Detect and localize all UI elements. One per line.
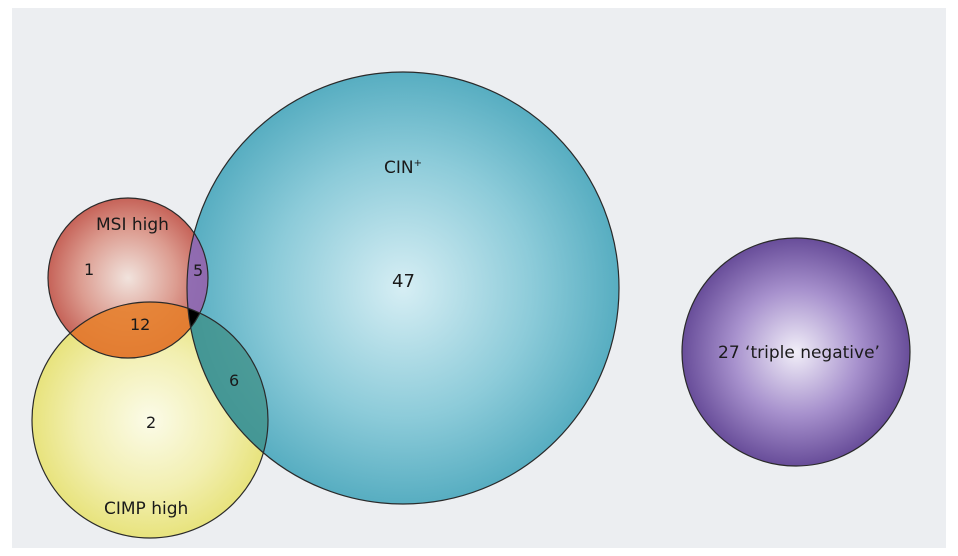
- msi-only-count: 1: [84, 260, 94, 279]
- cin-circle: [187, 72, 619, 504]
- triple-negative-label: 27 ‘triple negative’: [718, 343, 880, 363]
- cin-label: CIN+: [384, 158, 422, 178]
- cimp-only-count: 2: [146, 413, 156, 432]
- cimp-cin-count: 6: [229, 371, 239, 390]
- msi-high-label: MSI high: [96, 215, 169, 235]
- triple-negative-circle: [681, 237, 911, 467]
- cin-only-count: 47: [392, 271, 415, 292]
- circle-outlines: [31, 71, 620, 539]
- msi-cimp-count: 12: [130, 315, 150, 334]
- cimp-high-label: CIMP high: [104, 499, 188, 519]
- msi-cin-count: 5: [193, 261, 203, 280]
